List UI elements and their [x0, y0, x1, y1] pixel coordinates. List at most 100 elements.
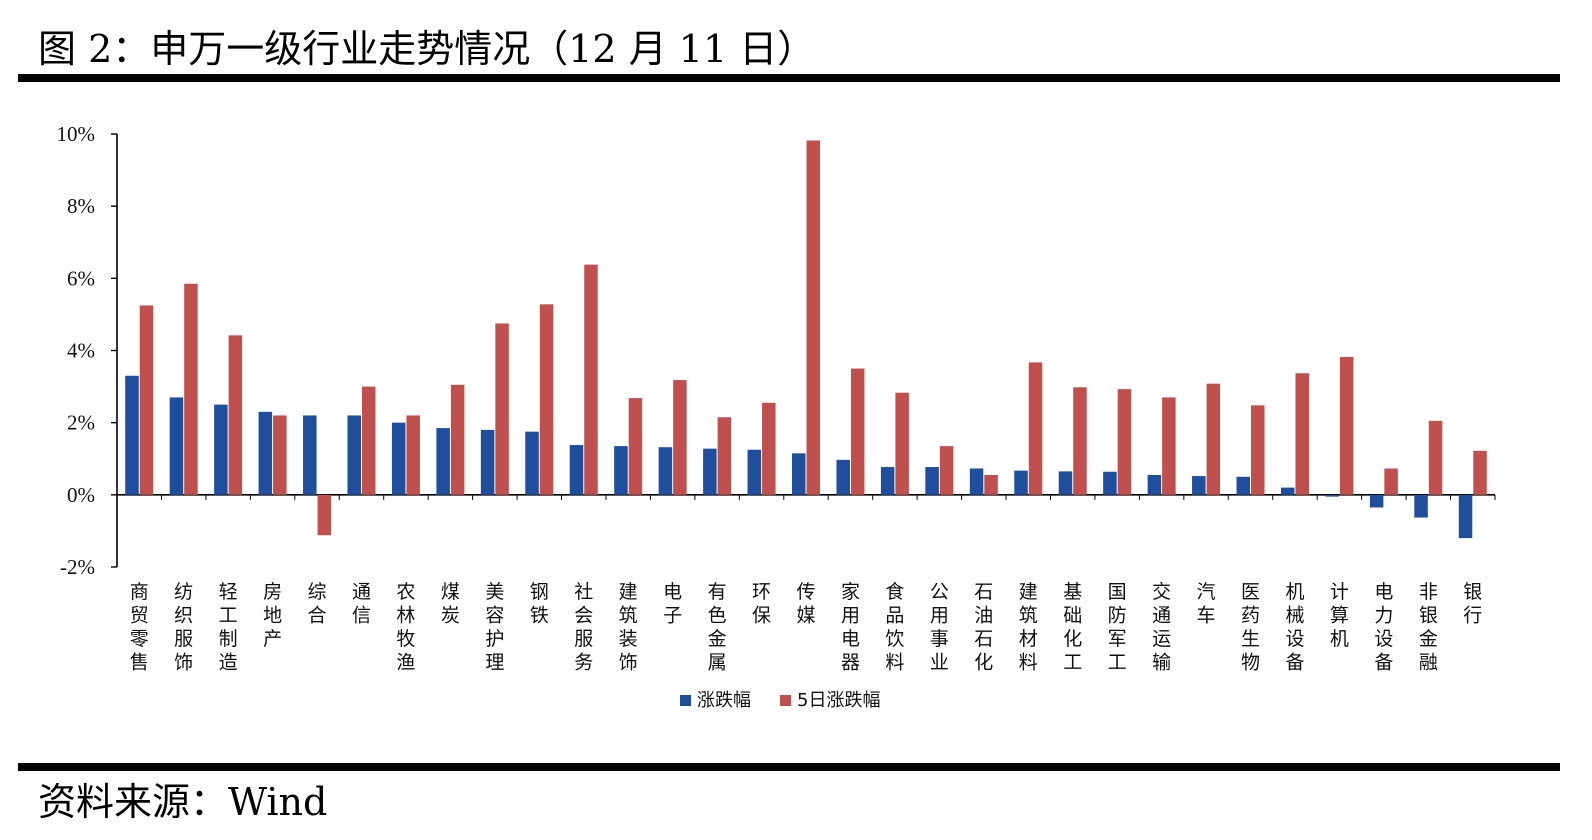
bar-daily-change: [303, 415, 317, 495]
bar-daily-change: [792, 453, 806, 495]
category-label: 非银金融: [1419, 581, 1438, 674]
bar-daily-change: [258, 411, 273, 495]
bar-five-day-change: [317, 494, 332, 536]
bar-daily-change: [1147, 474, 1162, 495]
bar-daily-change: [747, 449, 762, 495]
category-label: 交通运输: [1152, 581, 1171, 674]
legend-label: 涨跌幅: [697, 690, 751, 711]
bar-daily-change: [1192, 476, 1206, 495]
legend-swatch: [680, 695, 691, 706]
bar-five-day-change: [184, 283, 198, 495]
source-note: 资料来源：Wind: [38, 780, 328, 824]
bar-daily-change: [436, 428, 450, 495]
bar-five-day-change: [673, 380, 687, 495]
category-label: 钢铁: [530, 581, 549, 627]
bar-five-day-change: [1162, 397, 1176, 495]
category-label: 传媒: [796, 581, 815, 627]
bar-daily-change: [1014, 470, 1028, 495]
bar-daily-change: [125, 375, 139, 495]
bar-five-day-change: [762, 402, 776, 495]
category-label: 电力设备: [1374, 581, 1393, 674]
category-label: 医药生物: [1241, 581, 1260, 674]
category-label: 煤炭: [441, 581, 460, 627]
bar-five-day-change: [806, 140, 820, 495]
category-label: 有色金属: [708, 581, 727, 674]
bar-five-day-change: [139, 305, 154, 495]
bar-five-day-change: [539, 304, 554, 495]
bar-five-day-change: [495, 323, 509, 495]
bar-daily-change: [925, 467, 939, 495]
bar-five-day-change: [1117, 389, 1132, 495]
bar-daily-change: [391, 422, 406, 495]
chart-axes: 10% 8% 6% 4% 2% 0% -2%: [57, 122, 1496, 579]
category-label: 基础化工: [1063, 581, 1082, 674]
y-tick-label: 4%: [67, 339, 95, 363]
bar-daily-change: [214, 404, 228, 495]
bar-five-day-change: [1251, 405, 1265, 495]
category-label: 电子: [663, 581, 682, 627]
bar-five-day-change: [406, 415, 420, 495]
bar-daily-change: [525, 431, 539, 495]
bar-five-day-change: [1384, 468, 1398, 495]
y-tick-label: 10%: [57, 122, 96, 146]
category-label: 房地产: [263, 581, 282, 650]
category-label: 建筑材料: [1019, 581, 1038, 674]
category-label: 银行: [1463, 581, 1482, 627]
bar-five-day-change: [273, 415, 287, 495]
bar-daily-change: [347, 415, 361, 495]
bar-five-day-change: [939, 446, 954, 495]
category-label: 国防军工: [1108, 581, 1127, 674]
bar-daily-change: [1325, 494, 1339, 497]
bar-five-day-change: [1206, 383, 1221, 495]
category-label: 家用电器: [841, 581, 860, 674]
legend-swatch: [780, 695, 791, 706]
chart-legend: 涨跌幅 5日涨跌幅: [680, 690, 880, 711]
bar-daily-change: [1414, 494, 1428, 518]
category-label: 农林牧渔: [396, 581, 415, 674]
bar-five-day-change: [1295, 373, 1309, 495]
bar-five-day-change: [1028, 362, 1043, 495]
title-rule: [18, 74, 1560, 82]
bar-daily-change: [169, 397, 184, 495]
category-label: 综合: [308, 581, 327, 627]
category-label: 石油石化: [974, 581, 993, 674]
chart-bars: [125, 140, 1487, 539]
bar-daily-change: [614, 446, 628, 495]
bar-five-day-change: [361, 386, 376, 495]
bar-five-day-change: [628, 398, 643, 495]
category-label: 食品饮料: [885, 581, 904, 674]
y-tick-label: 6%: [67, 266, 95, 290]
bar-five-day-change: [717, 417, 732, 495]
y-tick-label: 8%: [67, 194, 95, 218]
legend-label: 5日涨跌幅: [797, 690, 880, 711]
category-label: 轻工制造: [219, 581, 238, 674]
figure-title: 图 2：申万一级行业走势情况（12 月 11 日）: [38, 27, 816, 71]
bar-daily-change: [969, 468, 984, 495]
category-label: 汽车: [1197, 581, 1216, 627]
bar-five-day-change: [850, 368, 865, 495]
category-label: 建筑装饰: [619, 581, 638, 674]
bar-daily-change: [1103, 471, 1117, 495]
bar-daily-change: [1058, 471, 1073, 495]
source-rule: [18, 763, 1560, 771]
bar-daily-change: [569, 445, 584, 495]
bar-five-day-change: [1073, 387, 1087, 495]
category-label: 公用事业: [930, 581, 949, 674]
bar-five-day-change: [1339, 356, 1354, 495]
category-label: 通信: [352, 581, 371, 627]
bar-daily-change: [658, 447, 673, 495]
bar-daily-change: [480, 429, 495, 495]
bar-daily-change: [880, 467, 895, 495]
y-tick-label: 0%: [67, 483, 95, 507]
bar-five-day-change: [228, 335, 243, 495]
bar-daily-change: [1458, 494, 1473, 539]
bar-five-day-change: [1473, 450, 1487, 495]
category-label: 纺织服饰: [174, 581, 193, 674]
bar-daily-change: [703, 448, 717, 495]
bar-five-day-change: [1428, 420, 1443, 495]
bar-daily-change: [1369, 494, 1384, 508]
y-tick-label: 2%: [67, 411, 95, 435]
category-label: 社会服务: [574, 581, 593, 674]
